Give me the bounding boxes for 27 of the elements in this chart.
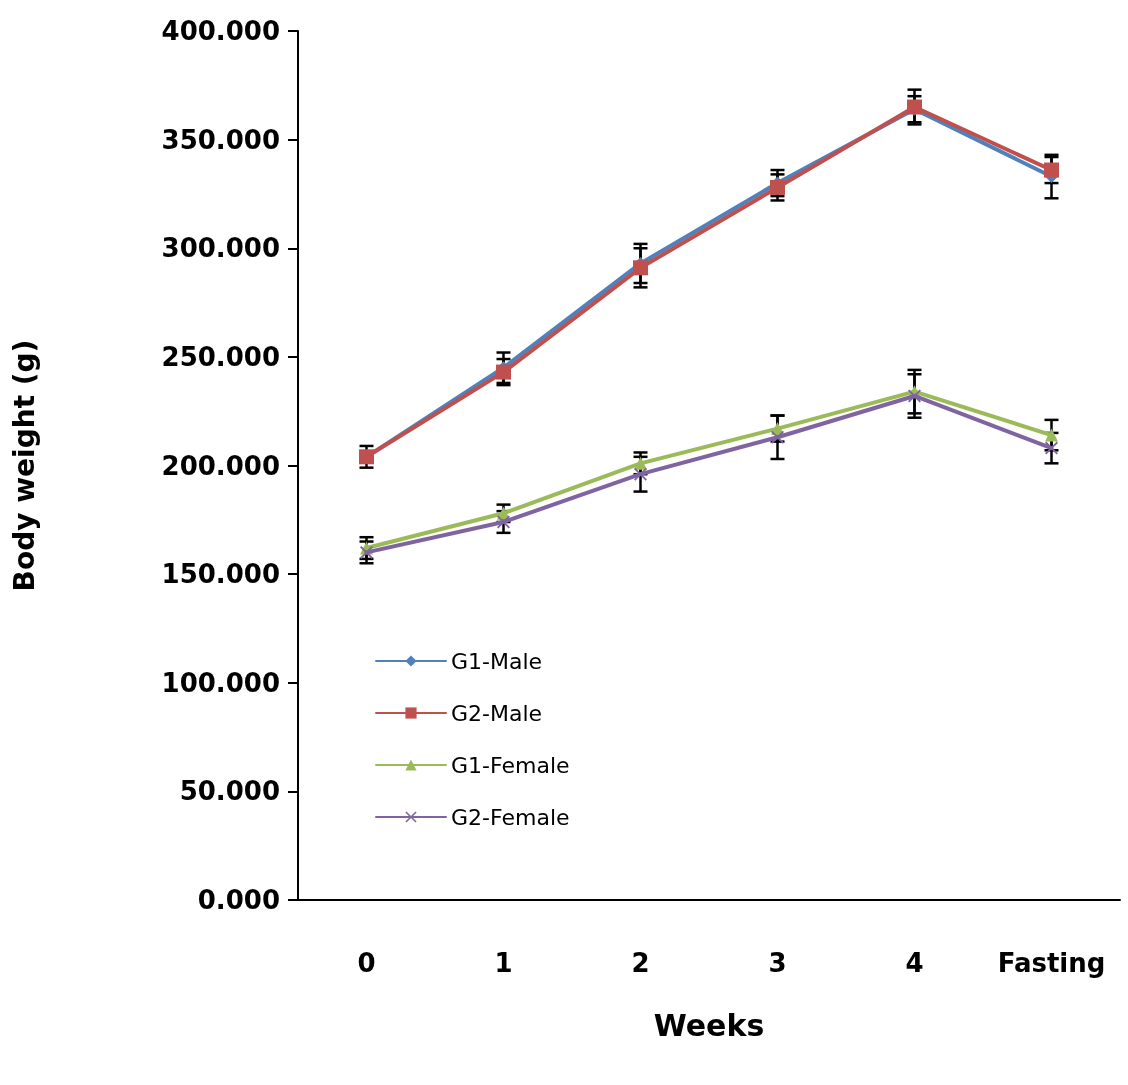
point (1045, 428, 1058, 442)
point (1044, 162, 1059, 178)
legend-label: G2-Male (451, 700, 543, 726)
y-tick-label: 0.000 (197, 885, 280, 915)
y-tick-label: 400.000 (161, 16, 280, 46)
x-tick-label: Fasting (997, 948, 1106, 978)
y-tick-label: 250.000 (161, 341, 280, 372)
x-tick-label: 3 (768, 948, 787, 978)
x-tick-label: 0 (357, 948, 376, 978)
point (633, 260, 648, 276)
x-tick-label: 4 (905, 948, 924, 978)
point (771, 430, 784, 444)
y-tick-label: 100.000 (161, 667, 280, 698)
x-axis-title: Weeks (653, 1007, 765, 1043)
point (496, 364, 511, 380)
x-tick-label: 1 (494, 948, 513, 978)
legend-label: G2-Female (451, 804, 570, 830)
x-tick-label: 2 (631, 948, 650, 978)
y-tick-label: 50.000 (179, 776, 280, 807)
point (634, 467, 647, 481)
y-axis-title: Body weight (g) (7, 339, 41, 592)
y-tick-label: 350.000 (161, 124, 280, 155)
y-tick-label: 300.000 (161, 233, 280, 264)
y-tick-label: 150.000 (161, 559, 280, 590)
legend-label: G1-Male (451, 648, 543, 674)
y-tick-label: 200.000 (161, 450, 280, 481)
legend-label: G1-Female (451, 752, 570, 778)
